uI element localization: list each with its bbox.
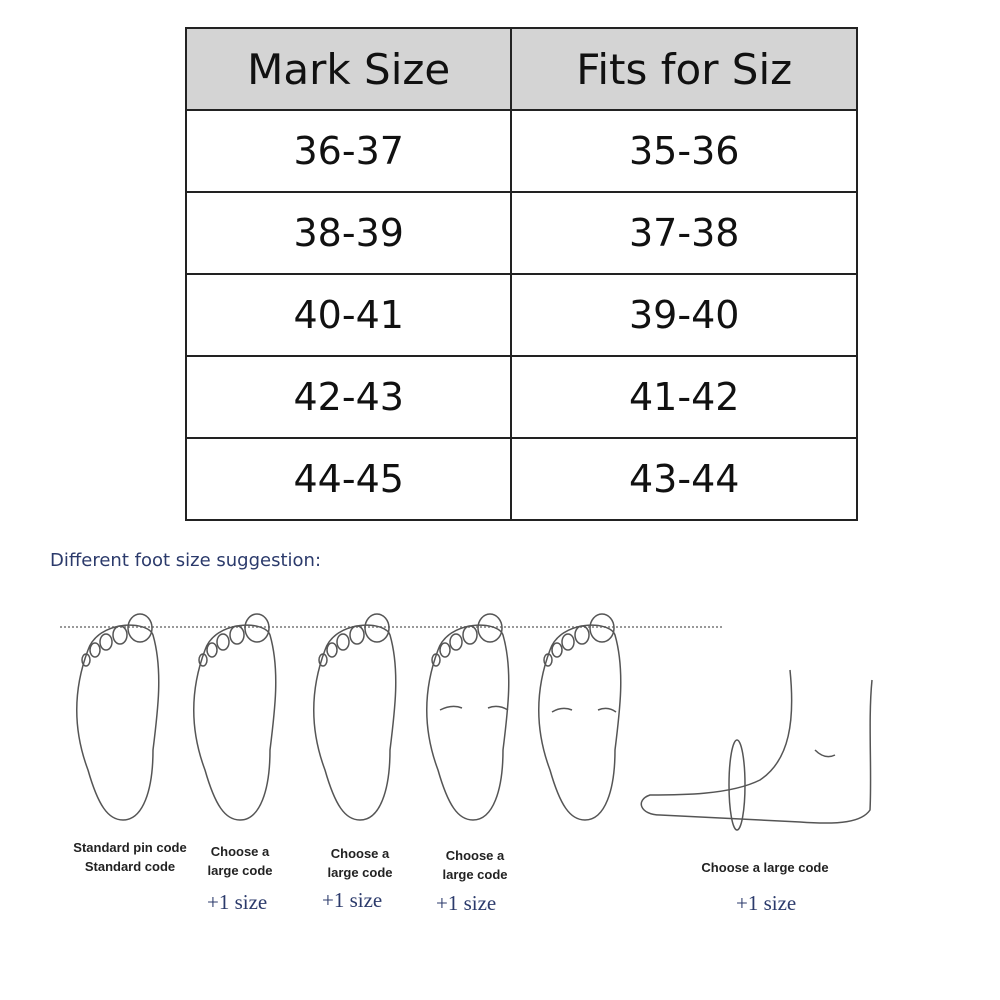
suggestion-title: Different foot size suggestion: [50,550,322,571]
fits-size-cell: 43-44 [510,437,858,521]
label-line: Choose a [445,848,505,863]
foot-label: Standard pin code Standard code [60,838,200,876]
table-header-row: Mark Size Fits for Siz [184,27,858,111]
arrows-icon [439,705,617,713]
header-mark-size: Mark Size [184,27,513,111]
fits-size-cell: 41-42 [510,355,858,439]
label-line: Standard code [84,859,176,874]
table-row: 38-39 37-38 [184,191,858,275]
mark-size-cell: 36-37 [184,109,513,193]
raised-toe-foot-icon [313,613,397,821]
mark-size-cell: 40-41 [184,273,513,357]
mark-size-cell: 42-43 [184,355,513,439]
label-line: large code [327,865,393,880]
size-increment: +1 size [436,891,497,915]
fits-size-cell: 37-38 [510,191,858,275]
standard-foot-icon [76,613,160,821]
label-line: large code [207,863,273,878]
wide-foot-icon [426,613,510,821]
table-row: 44-45 43-44 [184,437,858,521]
toe-reference-line [60,626,722,628]
label-line: Standard pin code [73,840,187,855]
feet-illustration [76,613,873,831]
label-line: large code [442,867,508,882]
table-row: 36-37 35-36 [184,109,858,193]
label-line: Choose a [330,846,390,861]
header-fits-for-size: Fits for Siz [510,27,858,111]
size-table: Mark Size Fits for Siz 36-37 35-36 38-39 3… [184,27,858,521]
foot-label: Choose a large code [425,846,525,884]
size-increment: +1 size [322,888,383,912]
fits-size-cell: 39-40 [510,273,858,357]
mark-size-cell: 38-39 [184,191,513,275]
table-row: 40-41 39-40 [184,273,858,357]
label-line: Choose a [210,844,270,859]
size-increment: +1 size [207,890,268,914]
size-increment: +1 size [736,891,797,915]
side-foot-label: Choose a large code [701,860,829,875]
fits-size-cell: 35-36 [510,109,858,193]
wide-foot-icon [538,613,622,821]
foot-label: Choose a large code [190,842,290,880]
long-toe-foot-icon [193,613,277,821]
side-foot-icon [640,669,873,831]
table-row: 42-43 41-42 [184,355,858,439]
foot-label: Choose a large code [310,844,410,882]
mark-size-cell: 44-45 [184,437,513,521]
